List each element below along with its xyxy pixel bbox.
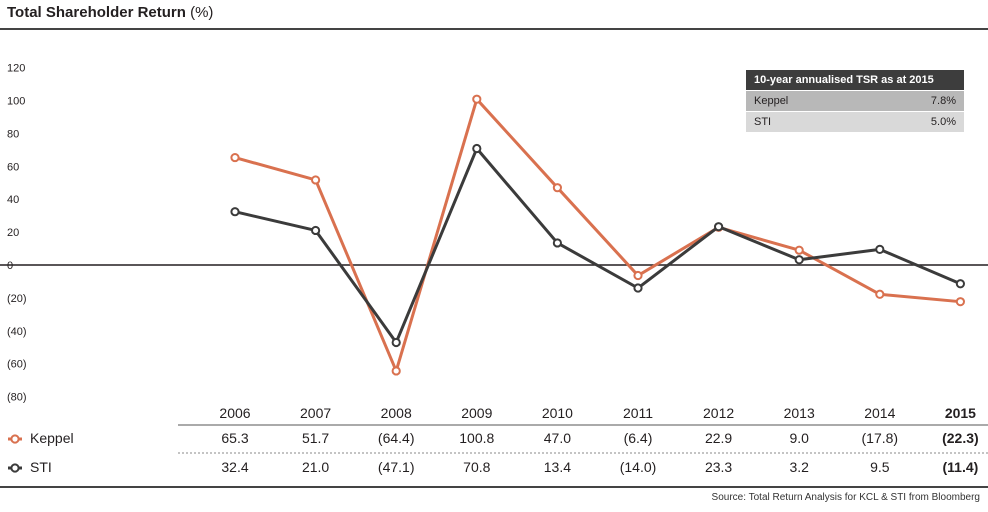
y-tick-label: (80) xyxy=(7,392,27,404)
data-point-keppel xyxy=(794,245,804,255)
tsr-value-keppel: 7.8% xyxy=(930,95,956,107)
y-tick-label: 40 xyxy=(7,194,19,206)
table-cell-sti: 21.0 xyxy=(302,459,329,475)
table-cell-sti: (14.0) xyxy=(620,459,657,475)
table-cell-keppel: (64.4) xyxy=(378,430,415,446)
data-point-keppel xyxy=(552,183,563,193)
data-point-keppel xyxy=(875,289,885,299)
data-point-keppel xyxy=(633,270,643,281)
table-cell-keppel: 22.9 xyxy=(705,430,732,446)
table-cell-keppel: 47.0 xyxy=(544,430,571,446)
legend-marker-keppel xyxy=(10,434,20,444)
tsr-row-keppel: Keppel 7.8% xyxy=(746,90,964,111)
table-cell-sti: 9.5 xyxy=(870,459,890,475)
data-point-sti xyxy=(955,279,966,289)
data-point-sti xyxy=(552,238,563,248)
data-point-sti xyxy=(714,222,724,232)
year-label: 2015 xyxy=(945,405,976,421)
year-label: 2010 xyxy=(542,405,573,421)
tsr-label-sti: STI xyxy=(754,116,772,128)
year-label: 2012 xyxy=(703,405,734,421)
table-cell-keppel: 65.3 xyxy=(221,430,248,446)
y-tick-label: 20 xyxy=(7,227,19,239)
data-point-keppel xyxy=(472,94,482,104)
table-cell-sti: (11.4) xyxy=(942,459,978,475)
y-tick-label: (60) xyxy=(7,359,27,371)
year-label: 2006 xyxy=(219,405,250,421)
table-cell-sti: 3.2 xyxy=(789,459,809,475)
table-cell-keppel: 9.0 xyxy=(789,430,809,446)
year-label: 2009 xyxy=(461,405,492,421)
data-point-sti xyxy=(794,255,804,265)
y-tick-label: 100 xyxy=(7,96,25,108)
y-tick-label: 0 xyxy=(7,260,13,272)
chart-title: Total Shareholder Return (%) xyxy=(7,4,213,21)
year-label: 2013 xyxy=(784,405,815,421)
table-cell-keppel: (22.3) xyxy=(942,430,979,446)
chart-title-unit: (%) xyxy=(190,4,214,21)
table-cell-sti: 23.3 xyxy=(705,459,732,475)
table-cell-keppel: 100.8 xyxy=(459,430,494,446)
data-point-keppel xyxy=(955,297,966,307)
legend-label-keppel: Keppel xyxy=(30,430,74,446)
year-label: 2014 xyxy=(864,405,895,421)
y-tick-label: 60 xyxy=(7,161,19,173)
series-line-sti xyxy=(234,147,961,344)
top-divider xyxy=(0,28,988,30)
chart-title-main: Total Shareholder Return xyxy=(7,4,186,21)
year-label: 2007 xyxy=(300,405,331,421)
tsr-row-sti: STI 5.0% xyxy=(746,111,964,132)
series-line-keppel xyxy=(234,97,961,373)
source-note: Source: Total Return Analysis for KCL & … xyxy=(711,492,980,503)
y-tick-label: 120 xyxy=(7,63,25,75)
table-cell-sti: 70.8 xyxy=(463,459,490,475)
data-point-sti xyxy=(230,207,240,217)
y-tick-label: (20) xyxy=(7,293,27,305)
bottom-divider xyxy=(0,486,988,488)
tsr-label-keppel: Keppel xyxy=(754,95,789,107)
data-point-sti xyxy=(875,244,885,254)
data-point-sti xyxy=(311,225,321,236)
data-point-sti xyxy=(633,283,643,293)
table-cell-sti: (47.1) xyxy=(378,459,415,475)
data-point-keppel xyxy=(311,175,321,185)
table-cell-sti: 13.4 xyxy=(544,459,571,475)
data-point-sti xyxy=(472,143,482,154)
tsr-value-sti: 5.0% xyxy=(930,116,956,128)
y-tick-label: (40) xyxy=(7,326,27,338)
y-tick-label: 80 xyxy=(7,128,19,140)
table-cell-keppel: (6.4) xyxy=(624,430,653,446)
data-point-sti xyxy=(391,337,401,348)
tsr-summary-title: 10-year annualised TSR as at 2015 xyxy=(746,70,964,90)
legend-marker-sti xyxy=(10,463,20,473)
data-point-keppel xyxy=(230,152,240,163)
tsr-line-chart: 120 100 80 60 40 20 0 (20) (40) (60) (80) 2006 2007 2… xyxy=(0,63,988,475)
year-label: 2011 xyxy=(623,405,653,421)
table-cell-sti: 32.4 xyxy=(221,459,248,475)
tsr-summary-box: 10-year annualised TSR as at 2015 Keppel… xyxy=(746,70,964,132)
table-cell-keppel: 51.7 xyxy=(302,430,329,446)
legend-label-sti: STI xyxy=(30,459,52,475)
year-label: 2008 xyxy=(381,405,412,421)
data-point-keppel xyxy=(391,366,401,376)
table-cell-keppel: (17.8) xyxy=(862,430,899,446)
